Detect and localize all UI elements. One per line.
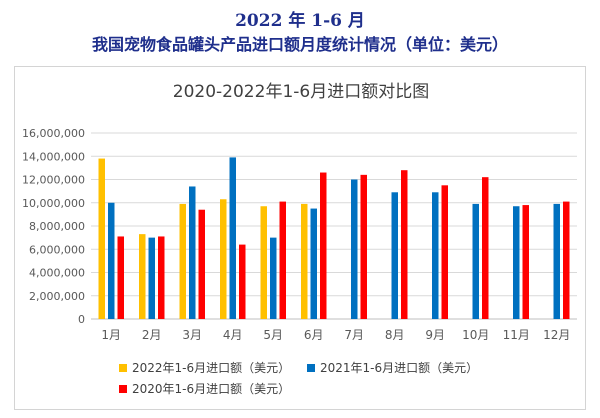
legend-item: 2020年1-6月进口额（美元） (119, 380, 290, 397)
legend-item: 2022年1-6月进口额（美元） (119, 359, 290, 376)
y-tick-label: 14,000,000 (22, 150, 85, 163)
bar-2020 (239, 244, 246, 319)
x-tick-label: 4月 (223, 328, 243, 342)
x-tick-label: 11月 (503, 328, 530, 342)
x-tick-label: 2月 (142, 328, 162, 342)
bar-2021 (472, 203, 479, 319)
x-tick-label: 3月 (182, 328, 202, 342)
x-tick-label: 7月 (344, 328, 364, 342)
x-tick-label: 9月 (425, 328, 445, 342)
bar-2022 (139, 234, 146, 319)
y-tick-label: 12,000,000 (22, 174, 85, 187)
bars-layer (98, 157, 570, 319)
bar-2022 (179, 203, 186, 319)
header-line-2: 我国宠物食品罐头产品进口额月度统计情况（单位：美元） (91, 35, 508, 54)
bar-2020 (279, 201, 286, 319)
bar-2021 (148, 237, 155, 319)
x-tick-label: 6月 (304, 328, 324, 342)
y-tick-label: 0 (78, 313, 85, 326)
chart-frame: 2020-2022年1-6月进口额对比图 0 2,000,000 4,000,000… (14, 66, 586, 410)
y-tick-label: 10,000,000 (22, 197, 85, 210)
bar-2020 (158, 236, 165, 319)
legend-swatch (307, 363, 315, 372)
x-tick-label: 12月 (543, 328, 570, 342)
legend-label: 2021年1-6月进口额（美元） (320, 361, 479, 375)
y-tick-label: 8,000,000 (29, 220, 85, 233)
bar-2021 (108, 202, 115, 319)
bar-2022 (301, 203, 308, 319)
x-tick-label: 8月 (385, 328, 405, 342)
bar-2021 (432, 192, 439, 319)
bar-2020 (198, 209, 205, 319)
y-tick-label: 4,000,000 (29, 267, 85, 280)
bar-2020 (522, 205, 529, 319)
bar-2020 (441, 185, 448, 319)
bar-chart: 2020-2022年1-6月进口额对比图 0 2,000,000 4,000,000… (22, 82, 577, 342)
axis-layer: 0 2,000,000 4,000,000 6,000,000 8,000,000 10,… (22, 127, 570, 342)
chart-title: 2020-2022年1-6月进口额对比图 (173, 82, 429, 102)
bar-2021 (270, 237, 277, 319)
x-tick-label: 1月 (101, 328, 121, 342)
y-tick-label: 6,000,000 (29, 243, 85, 256)
x-tick-label: 5月 (263, 328, 283, 342)
bar-2020 (482, 177, 489, 319)
bar-2022 (98, 158, 105, 319)
bar-2021 (553, 203, 560, 319)
legend-item: 2021年1-6月进口额（美元） (307, 359, 478, 376)
bar-2021 (351, 179, 358, 319)
bar-2021 (310, 208, 317, 319)
y-tick-label: 16,000,000 (22, 127, 85, 140)
legend-label: 2020年1-6月进口额（美元） (132, 382, 291, 396)
bar-2020 (401, 170, 408, 319)
bar-2021 (229, 157, 236, 319)
bar-2021 (391, 192, 398, 319)
y-tick-label: 2,000,000 (29, 290, 85, 303)
bar-2022 (260, 206, 267, 319)
bar-2020 (360, 174, 367, 319)
bar-2020 (117, 236, 124, 319)
legend-swatch (119, 384, 127, 393)
bar-2020 (320, 172, 327, 319)
legend-swatch (119, 363, 127, 372)
grid-layer (91, 132, 577, 320)
bar-2021 (513, 206, 520, 319)
bar-2021 (189, 186, 196, 319)
bar-2020 (563, 201, 570, 319)
x-tick-label: 10月 (462, 328, 489, 342)
bar-2022 (220, 199, 227, 319)
header-line-1: 2022 年 1-6 月 (235, 11, 365, 31)
legend-label: 2022年1-6月进口额（美元） (132, 361, 291, 375)
